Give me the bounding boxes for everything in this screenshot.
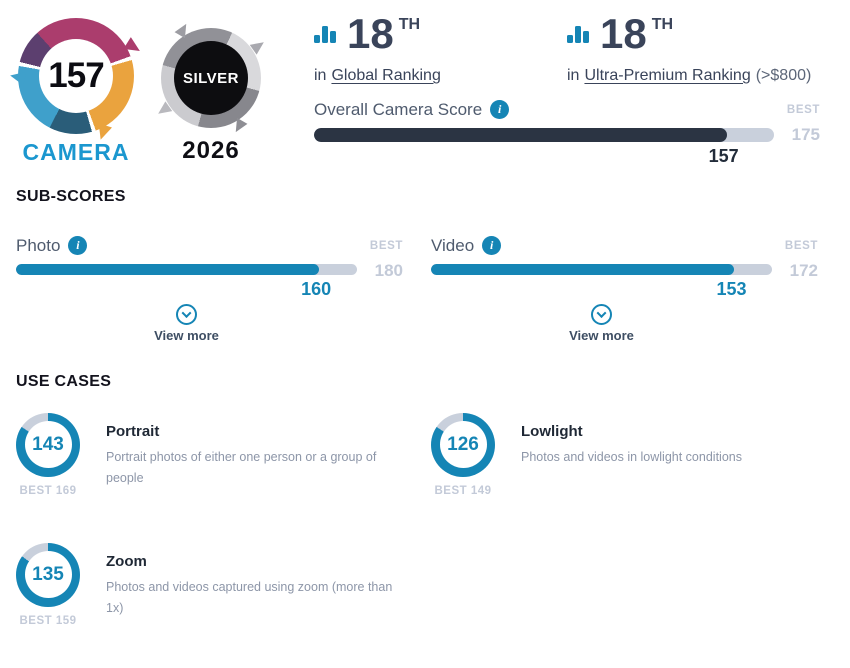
camera-badge-label: CAMERA xyxy=(22,139,130,165)
view-more-label: View more xyxy=(154,327,219,343)
best-label: BEST xyxy=(369,239,403,252)
use-cases-section: USE CASES 143 BEST 169 Portrait Portrait… xyxy=(0,373,850,627)
medal-arrow-icon xyxy=(230,117,248,136)
overall-score-value: 157 xyxy=(39,39,113,113)
chevron-down-icon xyxy=(591,303,612,325)
video-score-bar xyxy=(431,263,772,275)
photo-score-bar xyxy=(16,263,357,275)
medal-ring-icon: SILVER xyxy=(154,20,268,136)
photo-score-bar-fill xyxy=(16,263,320,275)
global-ranking-block: 18 TH in Global Ranking xyxy=(314,10,567,85)
zoom-score-gauge: 135 xyxy=(16,542,80,607)
ultra-premium-ranking-block: 18 TH in Ultra-Premium Ranking (>$800) xyxy=(567,10,820,85)
info-icon[interactable]: i xyxy=(482,236,502,256)
ranking-row: 18 TH in Global Ranking 18 TH xyxy=(314,10,820,85)
video-view-more-button[interactable]: View more xyxy=(431,303,772,343)
zoom-use-case: 135 BEST 159 Zoom Photos and videos capt… xyxy=(16,542,403,627)
video-score-bar-fill xyxy=(431,263,735,275)
sub-scores-title: SUB-SCORES xyxy=(16,187,126,205)
best-label: BEST xyxy=(434,484,468,497)
lowlight-score-number: 126 xyxy=(439,421,487,469)
portrait-score-number: 143 xyxy=(24,421,72,469)
global-ranking-link[interactable]: Global Ranking xyxy=(331,66,441,84)
overall-score-label: Overall Camera Score xyxy=(314,99,483,119)
zoom-description: Photos and videos captured using zoom (m… xyxy=(106,579,393,615)
medal-tier-label: SILVER xyxy=(174,41,248,115)
video-best-value: 172 xyxy=(789,260,818,280)
video-label: Video xyxy=(431,235,475,255)
overall-score-number: 157 xyxy=(708,145,739,166)
medal-arrow-icon xyxy=(174,20,192,39)
overall-score-bar xyxy=(314,127,774,142)
photo-view-more-button[interactable]: View more xyxy=(16,303,357,343)
lowlight-use-case: 126 BEST 149 Lowlight Photos and videos … xyxy=(431,412,818,497)
view-more-label: View more xyxy=(569,327,634,343)
ranking-bars-icon xyxy=(314,25,336,43)
best-label: BEST xyxy=(19,614,53,627)
lowlight-title: Lowlight xyxy=(521,422,583,440)
medal-year: 2026 xyxy=(182,137,240,164)
photo-best-value: 180 xyxy=(374,260,403,280)
portrait-title: Portrait xyxy=(106,422,160,440)
medal-arrow-icon xyxy=(249,37,268,55)
portrait-score-gauge: 143 xyxy=(16,412,80,477)
ultra-premium-rank-value: 18 xyxy=(600,10,647,57)
ranking-and-overall: 18 TH in Global Ranking 18 TH xyxy=(314,10,820,168)
video-subscore: Video i BEST 153 172 View more xyxy=(431,236,818,343)
info-icon[interactable]: i xyxy=(490,100,510,120)
lowlight-description: Photos and videos in lowlight conditions xyxy=(521,449,742,464)
overall-best-value: 175 xyxy=(791,124,820,144)
score-header: 157 CAMERA SILVER 2026 18 TH xyxy=(0,0,850,168)
overall-camera-score-block: Overall Camera Score i BEST 157 175 xyxy=(314,100,820,168)
use-cases-title: USE CASES xyxy=(16,372,112,390)
rank-prefix: in xyxy=(314,66,327,84)
ultra-premium-rank-suffix: TH xyxy=(651,16,674,33)
ultra-premium-ranking-link[interactable]: Ultra-Premium Ranking xyxy=(584,66,751,84)
portrait-use-case: 143 BEST 169 Portrait Portrait photos of… xyxy=(16,412,403,497)
best-label: BEST xyxy=(786,103,820,116)
photo-score-number: 160 xyxy=(301,278,332,299)
best-label: BEST xyxy=(784,239,818,252)
info-icon[interactable]: i xyxy=(68,236,88,256)
sub-scores-section: SUB-SCORES Photo i BEST 160 180 Vi xyxy=(0,188,850,343)
global-rank-suffix: TH xyxy=(398,16,421,33)
camera-score-badge: 157 CAMERA xyxy=(8,16,144,168)
zoom-score-number: 135 xyxy=(24,551,72,599)
lowlight-score-gauge: 126 xyxy=(431,412,495,477)
ranking-bars-icon xyxy=(567,25,589,43)
medal-badge: SILVER 2026 xyxy=(152,16,270,168)
lowlight-best-value: 149 xyxy=(470,484,492,497)
camera-logo-ring-icon: 157 xyxy=(8,18,144,142)
medal-arrow-icon xyxy=(154,101,173,119)
price-note: (>$800) xyxy=(755,66,812,84)
portrait-description: Portrait photos of either one person or … xyxy=(106,449,377,485)
global-rank-value: 18 xyxy=(347,10,394,57)
rank-prefix: in xyxy=(567,66,580,84)
best-label: BEST xyxy=(19,484,53,497)
photo-subscore: Photo i BEST 160 180 View more xyxy=(16,236,403,343)
zoom-best-value: 159 xyxy=(55,614,77,627)
zoom-title: Zoom xyxy=(106,552,147,570)
logo-arrow-magenta-icon xyxy=(123,37,144,57)
logo-arrow-blue-icon xyxy=(8,68,27,86)
video-score-number: 153 xyxy=(716,278,747,299)
overall-score-bar-fill xyxy=(314,127,727,142)
photo-label: Photo xyxy=(16,235,61,255)
chevron-down-icon xyxy=(176,303,197,325)
portrait-best-value: 169 xyxy=(55,484,77,497)
